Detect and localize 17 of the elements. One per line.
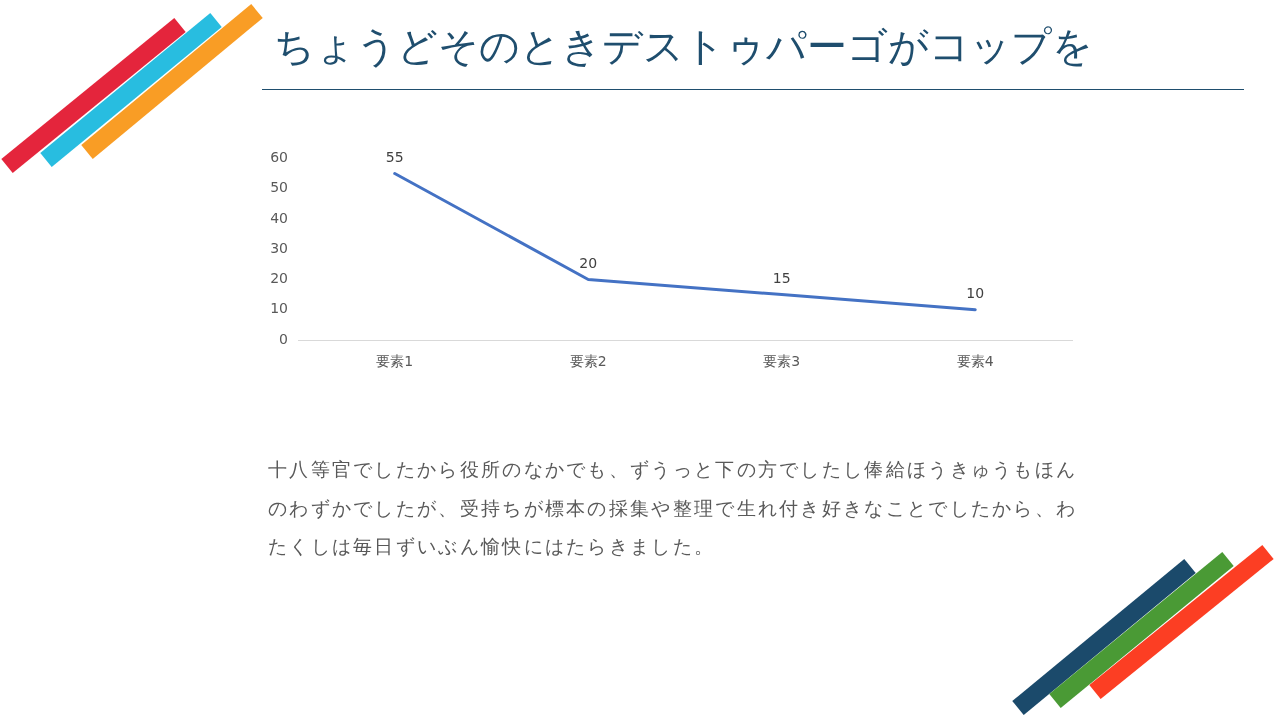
x-tick-label: 要素4 (956, 353, 994, 370)
chart-title: ちょうどそのときデストゥパーゴがコップを (274, 22, 1093, 71)
x-tick-label: 要素2 (569, 353, 607, 370)
y-tick-label: 10 (270, 300, 288, 317)
y-tick-label: 0 (279, 330, 288, 347)
y-tick-label: 60 (270, 149, 288, 166)
y-tick-label: 30 (270, 239, 288, 256)
text: 十八等官でしたから役所のなかでも、ずうっと下の方でしたし俸給ほうきゅうもほんのわずかでしたが、受持ちが標本の採集や整理で生れ付き好きなことでしたから、わたくしは毎日ずいぶん愉快にはたらきました。 (268, 457, 1079, 559)
data-label: 15 (772, 270, 791, 287)
data-label: 55 (385, 149, 404, 166)
x-tick-label: 要素1 (376, 353, 414, 370)
data-label: 20 (579, 255, 598, 272)
y-tick-label: 40 (270, 209, 288, 226)
y-tick-label: 20 (270, 270, 288, 287)
y-tick-label: 50 (270, 179, 288, 196)
x-tick-label: 要素3 (763, 353, 801, 370)
data-label: 10 (966, 285, 985, 302)
